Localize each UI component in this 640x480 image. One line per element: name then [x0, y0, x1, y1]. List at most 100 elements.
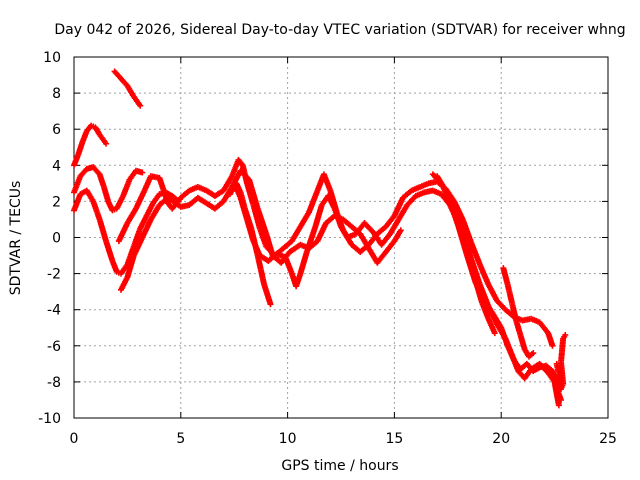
data-point-fill: [383, 214, 397, 229]
data-point-fill: [179, 188, 191, 200]
data-point-fill: [387, 217, 401, 236]
data-point-fill: [257, 227, 269, 248]
data-point-fill: [124, 245, 137, 266]
series-track-d: [115, 156, 556, 349]
data-point-fill: [431, 172, 444, 186]
data-point-fill: [255, 207, 269, 236]
data-point-fill: [140, 217, 154, 239]
data-point-fill: [91, 165, 102, 177]
y-tick-label: 8: [52, 86, 61, 102]
y-tick-label: 0: [52, 231, 61, 247]
y-tick-label: -10: [38, 411, 61, 427]
data-point-fill: [468, 257, 483, 286]
data-point-fill: [383, 239, 397, 254]
data-point-fill: [324, 214, 337, 225]
data-point-fill: [549, 369, 562, 407]
data-point-fill: [455, 225, 470, 257]
data-points: [71, 68, 569, 409]
data-point-fill: [238, 169, 251, 182]
data-point-fill: [495, 298, 508, 312]
data-point-fill: [558, 382, 566, 391]
data-point-fill: [304, 225, 318, 254]
data-point-fill: [134, 168, 144, 176]
data-point-fill: [85, 164, 95, 172]
data-point-fill: [97, 133, 108, 146]
data-point-fill: [306, 189, 320, 214]
data-point: [103, 140, 110, 147]
data-point-fill: [138, 214, 149, 230]
data-point: [549, 342, 556, 349]
data-point-fill: [375, 224, 388, 236]
data-point-fill: [221, 174, 235, 193]
gridlines: [74, 57, 608, 418]
data-point-fill: [468, 241, 483, 267]
y-tick-label: 6: [52, 122, 61, 138]
data-point-fill: [266, 251, 279, 263]
data-point-fill: [486, 282, 500, 303]
data-point-fill: [527, 351, 535, 359]
x-tick-label: 5: [176, 431, 185, 447]
data-point-fill: [500, 266, 511, 286]
data-point-fill: [477, 263, 491, 286]
data-point-fill: [166, 201, 175, 211]
data-point-fill: [238, 196, 250, 221]
data-point-fill: [522, 367, 534, 380]
data-point-fill: [84, 123, 94, 133]
data-point-fill: [464, 254, 479, 285]
x-axis-label: GPS time / hours: [281, 458, 398, 474]
data-point-fill: [538, 363, 548, 371]
data-point-fill: [544, 363, 555, 373]
series-track-e: [117, 167, 404, 293]
x-tick-label: 25: [599, 431, 617, 447]
data-point-fill: [78, 167, 89, 178]
data-point-fill: [131, 95, 143, 108]
data-point-fill: [297, 250, 310, 276]
data-point-fill: [392, 196, 406, 218]
data-point-fill: [288, 242, 303, 255]
data-point-fill: [148, 203, 162, 222]
data-point-fill: [473, 281, 487, 303]
data-point-fill: [244, 217, 256, 243]
y-tick-label: -8: [47, 375, 61, 391]
data-point-fill: [358, 232, 371, 250]
data-point: [491, 330, 498, 337]
data-point: [397, 227, 404, 234]
chart-title: Day 042 of 2026, Sidereal Day-to-day VTE…: [54, 22, 625, 38]
data-point-fill: [127, 169, 138, 182]
data-point-fill: [341, 217, 354, 229]
data-point-fill: [482, 299, 495, 315]
x-tick-label: 20: [492, 431, 510, 447]
data-point-fill: [246, 178, 261, 211]
data-point-fill: [263, 232, 276, 258]
data-point-fill: [325, 194, 337, 211]
data-point-fill: [116, 221, 130, 243]
y-tick-label: 2: [52, 194, 61, 210]
data-point-fill: [401, 188, 414, 200]
x-tick-label: 0: [70, 431, 79, 447]
data-point-fill: [97, 217, 109, 243]
y-tick-label: -2: [47, 267, 61, 283]
data-point-fill: [558, 337, 566, 364]
y-tick-label: -4: [47, 303, 61, 319]
data-point: [555, 402, 562, 409]
y-tick-label: 10: [43, 50, 61, 66]
data-point-fill: [490, 311, 504, 330]
data-point-fill: [79, 188, 89, 197]
data-point-fill: [362, 221, 375, 234]
data-point-fill: [213, 188, 226, 199]
data-point-fill: [396, 203, 410, 222]
y-tick-label: -6: [47, 339, 61, 355]
data-point-fill: [131, 227, 143, 248]
data-point-fill: [118, 275, 130, 292]
data-point-fill: [125, 207, 139, 225]
data-point-fill: [447, 199, 461, 229]
data-point-fill: [392, 228, 403, 243]
x-tick-labels: 0 5 10 15 20 25: [70, 431, 617, 447]
data-point-fill: [312, 203, 325, 229]
data-point-fill: [244, 181, 256, 207]
data-point-fill: [114, 194, 126, 211]
data-point-fill: [196, 195, 209, 206]
data-point: [139, 169, 146, 176]
data-point-fill: [315, 221, 329, 243]
